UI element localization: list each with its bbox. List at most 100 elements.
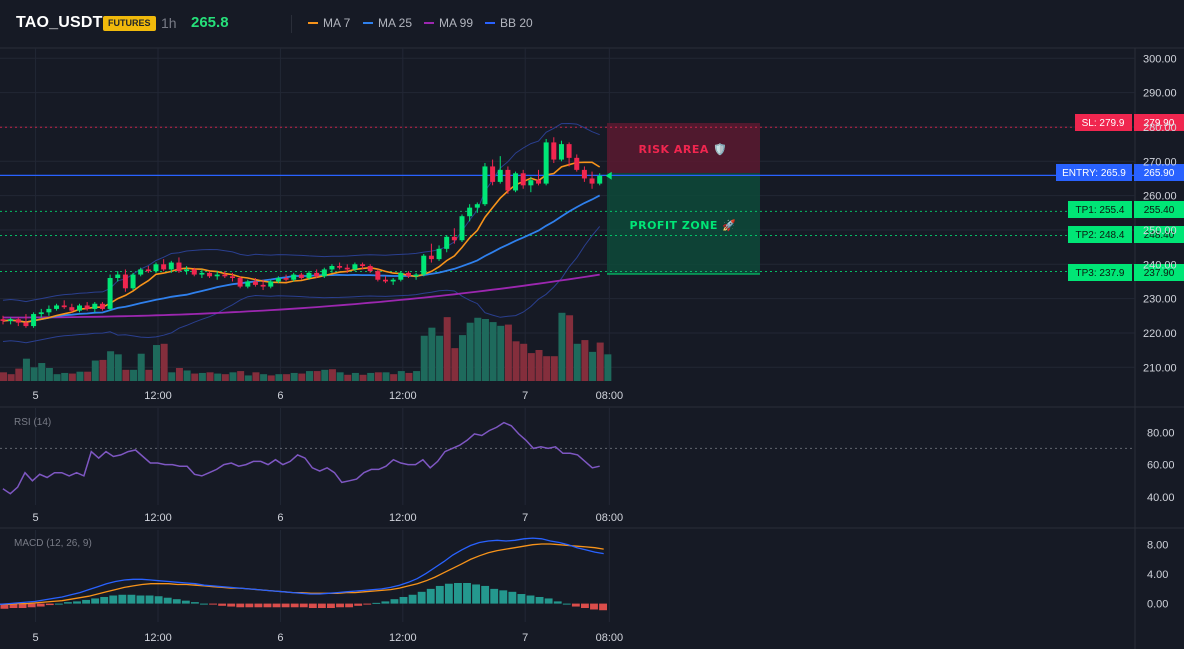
candle-body [77,305,82,311]
entry-tag-label: ENTRY: 265.9 [1062,168,1126,179]
entry-tag[interactable] [1056,164,1132,181]
volume-bar [122,369,130,381]
volume-bar [198,372,206,381]
legend-ma25[interactable]: MA 25 [363,16,412,30]
time-tick-label: 08:00 [596,632,624,644]
candle-body [61,305,67,308]
header-divider [291,15,292,33]
macd-tick-label: 8.00 [1147,540,1168,552]
tp1-price-label: 255.40 [1144,205,1175,216]
volume-bar [589,351,597,381]
macd-histogram-bar [200,603,208,605]
risk-area-box [607,123,760,173]
legend-ma7-label: MA 7 [323,16,351,30]
candle-body [344,267,350,270]
candle-body [69,307,75,311]
candle-body [383,279,388,282]
candle-body [252,281,258,285]
time-tick-label: 12:00 [144,632,172,644]
volume-bar [390,374,398,381]
volume-bar [436,335,444,381]
time-tick-label: 5 [33,390,39,402]
candle-body [413,274,419,277]
price-tick-label: 210.00 [1143,362,1177,374]
candle-body [245,281,251,287]
volume-bar [290,372,298,381]
symbol-label[interactable]: TAO_USDT [16,14,103,31]
volume-bar [221,374,229,381]
legend-ma25-label: MA 25 [378,16,413,30]
macd-histogram-bar [308,603,317,609]
macd-histogram-bar [36,603,45,607]
legend-ma99[interactable]: MA 99 [424,16,473,30]
sl-price-tag [1134,114,1184,131]
macd-histogram-bar [45,603,54,606]
volume-bar [344,374,352,381]
candle-body [474,204,480,208]
macd-histogram-bar [100,596,109,604]
volume-bar [137,353,145,381]
macd-histogram-bar [499,590,508,604]
volume-bar [153,345,160,381]
candle-body [31,314,37,327]
tp1-tag[interactable] [1068,201,1132,218]
macd-histogram-bar [408,594,417,604]
candle-body [291,274,297,280]
volume-bar [298,373,306,381]
price-tick-label: 300.00 [1143,53,1177,65]
volume-bar [84,371,92,381]
candle-body [306,272,312,279]
sl-price-label: 279.90 [1144,118,1175,129]
macd-histogram-bar [399,596,408,604]
volume-bar [191,373,199,381]
macd-histogram-bar [517,594,526,604]
futures-badge: FUTURES [103,16,156,31]
price-tick-label: 280.00 [1143,122,1177,134]
candle-body [405,272,411,277]
candle-body [222,274,228,277]
candle-body [161,264,167,270]
volume-bar [260,374,268,381]
time-tick-label: 7 [522,632,528,644]
tp2-tag[interactable] [1068,226,1132,243]
tp3-price-tag [1134,264,1184,281]
macd-histogram-bar [345,603,354,608]
volume-bar [68,373,76,381]
candle-body [597,175,603,184]
macd-histogram-bar [290,603,299,608]
macd-tick-label: 4.00 [1147,569,1168,581]
legend-bb20[interactable]: BB 20 [485,16,533,30]
macd-histogram-bar [190,602,199,604]
candle-body [490,166,496,182]
rsi-tick-label: 80.00 [1147,427,1175,439]
macd-histogram-bar [444,583,453,604]
sl-tag[interactable] [1075,114,1132,131]
timeframe-label[interactable]: 1h [161,15,177,31]
macd-histogram-bar [27,603,36,608]
candle-body [237,278,243,287]
candle-body [451,236,457,241]
macd-title: MACD (12, 26, 9) [14,538,92,549]
volume-bar [504,324,512,381]
candle-body [505,169,511,191]
macd-histogram-bar [336,603,344,608]
volume-bar [596,342,604,381]
macd-histogram-bar [82,599,91,604]
time-tick-label: 5 [33,632,39,644]
legend-ma7[interactable]: MA 7 [308,16,350,30]
candle-body [260,284,266,287]
tp3-tag[interactable] [1068,264,1132,281]
level-tags: SL: 279.9 279.90 ENTRY: 265.9 265.90 TP1… [1056,114,1184,281]
ma99-swatch [424,22,434,24]
time-tick-label: 6 [277,632,283,644]
candle-body [390,279,396,282]
candle-body [536,180,541,184]
grid-lines [0,47,1184,649]
volume-bar [558,312,566,381]
volume-bar [175,367,183,381]
price-tick-label: 240.00 [1143,259,1177,271]
macd-histogram-bar [580,603,589,609]
level-lines [0,126,1135,272]
profit-zone-label: PROFIT ZONE 🚀 [630,219,737,232]
